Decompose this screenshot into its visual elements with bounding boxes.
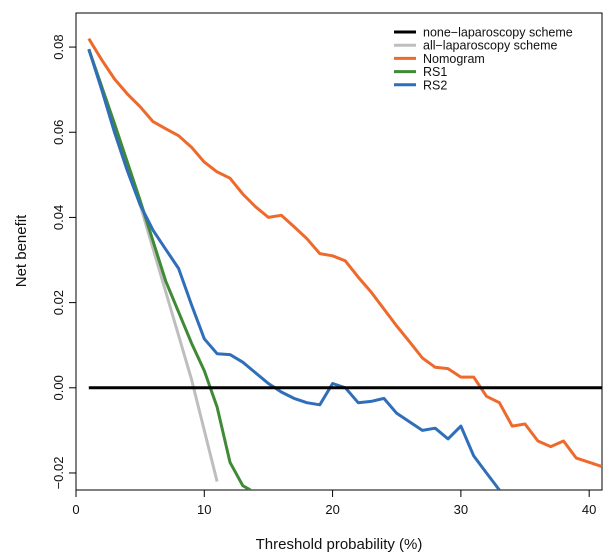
x-axis: 0 10 20 30 40 <box>72 490 596 517</box>
legend-label: RS2 <box>423 78 447 92</box>
legend-label: RS1 <box>423 65 447 79</box>
y-tick-label: 0.00 <box>51 375 66 400</box>
x-tick-label: 0 <box>72 502 79 517</box>
y-axis: −0.02 0.00 0.02 0.04 0.06 0.08 <box>51 34 76 489</box>
y-axis-title: Net benefit <box>13 214 30 287</box>
y-tick-label: 0.04 <box>51 205 66 230</box>
x-tick-label: 20 <box>325 502 339 517</box>
x-tick-label: 30 <box>454 502 468 517</box>
series-line-3 <box>87 48 252 490</box>
y-tick-label: 0.06 <box>51 120 66 145</box>
x-tick-label: 10 <box>197 502 211 517</box>
x-axis-title: Threshold probability (%) <box>256 536 423 553</box>
legend-label: none−laparoscopy scheme <box>423 26 573 40</box>
plot-frame <box>75 12 603 491</box>
legend-label: Nomogram <box>423 52 485 66</box>
series-line-4 <box>87 48 501 490</box>
series-line-2 <box>87 37 602 469</box>
y-tick-label: −0.02 <box>51 457 66 490</box>
series-layer <box>87 37 602 490</box>
y-tick-label: 0.02 <box>51 290 66 315</box>
legend-label: all−laparoscopy scheme <box>423 39 557 53</box>
x-tick-label: 40 <box>582 502 596 517</box>
y-tick-label: 0.08 <box>51 34 66 59</box>
